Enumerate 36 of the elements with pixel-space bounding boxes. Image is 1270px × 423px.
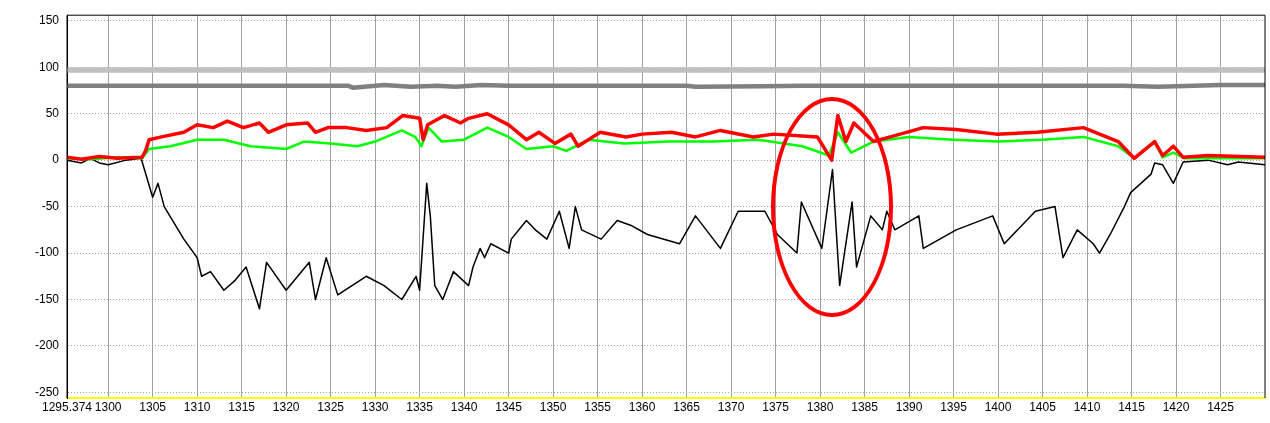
x-tick-label: 1395 [940, 399, 968, 414]
x-tick-label: 1415 [1118, 399, 1146, 414]
x-tick-label: 1325 [317, 399, 345, 414]
y-tick-label: -150 [34, 291, 60, 306]
y-tick-label: -200 [34, 338, 60, 353]
x-tick-label: 1390 [895, 399, 923, 414]
x-tick-label: 1305 [139, 399, 167, 414]
x-tick-label: 1335 [406, 399, 434, 414]
y-tick-label: 50 [45, 106, 60, 120]
x-tick-label: 1380 [806, 399, 834, 414]
y-tick-label: -50 [41, 198, 60, 213]
x-tick-label: 1350 [539, 399, 567, 414]
x-tick-label: 1295.374 [41, 399, 93, 414]
x-tick-label: 1400 [984, 399, 1012, 414]
x-tick-label: 1330 [361, 399, 389, 414]
y-tick-label: -250 [34, 384, 60, 399]
x-tick-label: 1360 [628, 399, 656, 414]
y-tick-label: 100 [38, 59, 60, 74]
x-tick-label: 1355 [584, 399, 612, 414]
x-tick-label: 1405 [1029, 399, 1057, 414]
x-tick-label: 1420 [1162, 399, 1190, 414]
x-tick-label: 1370 [717, 399, 745, 414]
x-tick-label: 1425 [1207, 399, 1235, 414]
x-tick-label: 1300 [94, 399, 122, 414]
x-tick-label: 1345 [495, 399, 523, 414]
y-tick-label: 0 [52, 152, 60, 167]
x-tick-label: 1310 [183, 399, 211, 414]
x-tick-label: 1320 [272, 399, 300, 414]
y-tick-label: -100 [34, 245, 60, 260]
x-tick-label: 1365 [673, 399, 701, 414]
x-tick-label: 1385 [851, 399, 879, 414]
x-tick-label: 1340 [450, 399, 478, 414]
y-tick-label: 150 [38, 13, 60, 28]
x-tick-label: 1410 [1073, 399, 1101, 414]
x-tick-label: 1315 [228, 399, 256, 414]
x-tick-label: 1375 [762, 399, 790, 414]
